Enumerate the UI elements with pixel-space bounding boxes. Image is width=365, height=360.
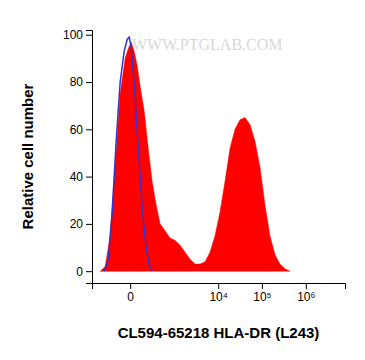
y-tick-mark <box>86 82 92 83</box>
histogram-area <box>100 42 290 271</box>
y-tick-mark <box>86 177 92 178</box>
y-tick-mark <box>86 271 92 272</box>
y-tick-label: 60 <box>70 123 84 137</box>
y-tick: 40 <box>70 170 92 184</box>
y-tick-label: 100 <box>63 28 83 42</box>
y-axis: 0 20 40 60 80 100 <box>63 28 93 283</box>
x-tick-mark <box>306 283 307 289</box>
x-tick-mark <box>130 283 131 289</box>
x-tick-label: 10⁴ <box>209 290 228 304</box>
y-tick-mark <box>86 129 92 130</box>
y-tick-label: 40 <box>70 170 84 184</box>
y-axis-title: Relative cell number <box>19 83 36 229</box>
y-tick-label: 80 <box>70 75 84 89</box>
chart: WWW.PTGLAB.COM 0 20 40 60 80 100 0 10⁴ 10⁵ 10⁶ CL59… <box>0 0 365 360</box>
y-tick: 20 <box>70 217 92 231</box>
x-tick-label: 10⁵ <box>253 290 271 304</box>
histogram-line <box>104 37 152 271</box>
x-axis-line <box>93 284 346 290</box>
x-tick-mark <box>218 283 219 289</box>
y-tick: 80 <box>70 75 92 89</box>
y-tick-mark <box>86 224 92 225</box>
x-tick: 10⁵ <box>253 283 271 304</box>
x-tick-label: 10⁶ <box>297 290 315 304</box>
y-axis-line <box>86 31 93 284</box>
y-tick-mark <box>86 35 92 36</box>
x-tick: 0 <box>127 283 134 304</box>
plot-area <box>100 37 290 271</box>
x-axis: 0 10⁴ 10⁵ 10⁶ <box>93 283 346 304</box>
x-tick-mark <box>262 283 263 289</box>
y-tick-label: 20 <box>70 217 84 231</box>
watermark: WWW.PTGLAB.COM <box>132 36 283 53</box>
y-tick: 60 <box>70 123 92 137</box>
x-tick-label: 0 <box>127 290 134 304</box>
y-tick: 0 <box>76 265 92 279</box>
y-tick-label: 0 <box>76 265 83 279</box>
x-tick: 10⁶ <box>297 283 315 304</box>
x-tick: 10⁴ <box>209 283 228 304</box>
x-axis-title: CL594-65218 HLA-DR (L243) <box>118 324 320 341</box>
y-tick: 100 <box>63 28 92 42</box>
